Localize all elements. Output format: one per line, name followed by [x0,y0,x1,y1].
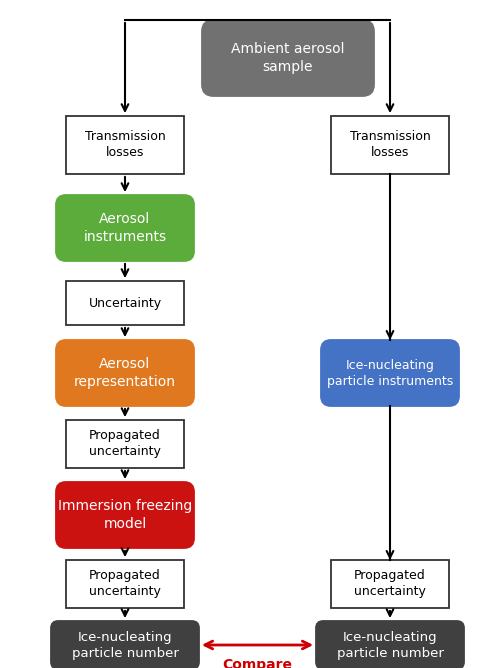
Text: Transmission
losses: Transmission losses [85,130,165,160]
Text: Ambient aerosol
sample: Ambient aerosol sample [231,42,345,73]
Text: Compare: Compare [222,658,293,668]
FancyBboxPatch shape [331,560,449,608]
FancyBboxPatch shape [56,195,194,261]
Text: Propagated
uncertainty: Propagated uncertainty [89,570,161,599]
Text: Aerosol
instruments: Aerosol instruments [83,212,166,244]
FancyBboxPatch shape [66,560,184,608]
FancyBboxPatch shape [202,20,374,96]
Text: Transmission
losses: Transmission losses [350,130,431,160]
FancyBboxPatch shape [66,420,184,468]
FancyBboxPatch shape [56,482,194,548]
Text: Ice-nucleating
particle number: Ice-nucleating particle number [337,631,444,659]
Text: Ice-nucleating
particle number: Ice-nucleating particle number [71,631,179,659]
FancyBboxPatch shape [331,116,449,174]
FancyBboxPatch shape [316,621,464,668]
Text: Propagated
uncertainty: Propagated uncertainty [89,430,161,458]
FancyBboxPatch shape [51,621,199,668]
Text: Aerosol
representation: Aerosol representation [74,357,176,389]
Text: Immersion freezing
model: Immersion freezing model [58,500,192,530]
FancyBboxPatch shape [321,340,459,406]
FancyBboxPatch shape [56,340,194,406]
Text: Propagated
uncertainty: Propagated uncertainty [354,570,426,599]
FancyBboxPatch shape [66,116,184,174]
Text: Ice-nucleating
particle instruments: Ice-nucleating particle instruments [327,359,453,387]
FancyBboxPatch shape [66,281,184,325]
Text: Uncertainty: Uncertainty [89,297,161,309]
